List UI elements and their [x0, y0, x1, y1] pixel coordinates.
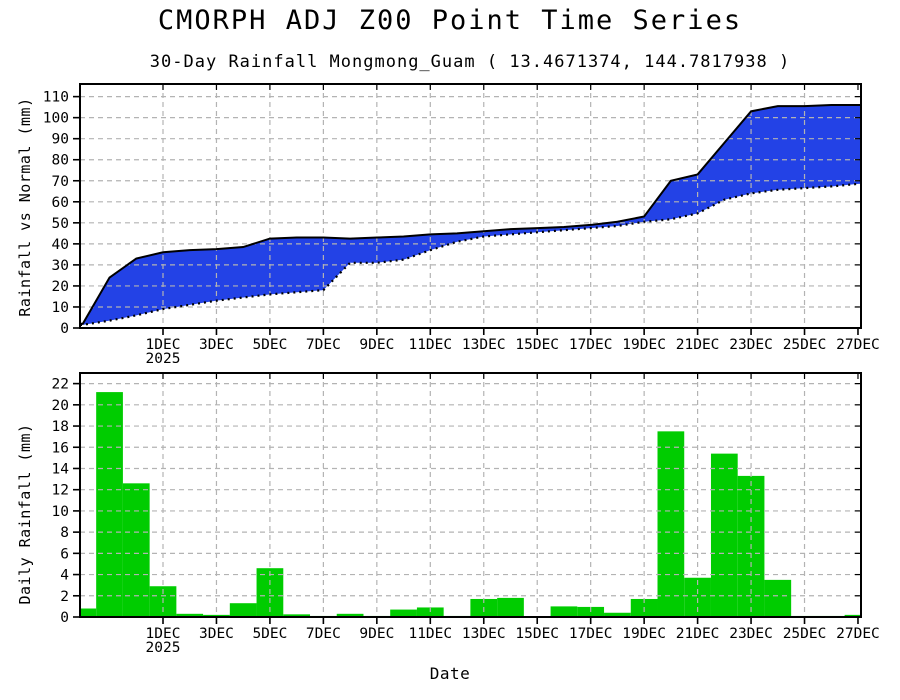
svg-text:11DEC: 11DEC	[408, 337, 452, 353]
svg-text:6: 6	[60, 546, 69, 562]
svg-text:9DEC: 9DEC	[359, 626, 394, 642]
svg-text:40: 40	[52, 237, 69, 253]
svg-text:27DEC: 27DEC	[836, 626, 880, 642]
svg-text:7DEC: 7DEC	[306, 337, 341, 353]
svg-text:1DEC: 1DEC	[146, 337, 181, 353]
svg-text:2025: 2025	[146, 640, 181, 656]
svg-text:21DEC: 21DEC	[676, 337, 720, 353]
top-panel-y-axis-title: Rainfall vs Normal (mm)	[16, 97, 34, 317]
svg-text:23DEC: 23DEC	[729, 337, 773, 353]
svg-text:30: 30	[52, 258, 69, 274]
normal-rainfall-dotted-line	[80, 182, 861, 326]
svg-text:15DEC: 15DEC	[515, 626, 559, 642]
x-axis-title-date: Date	[429, 664, 471, 683]
bottom-panel-y-axis-title: Daily Rainfall (mm)	[16, 423, 34, 605]
svg-text:14: 14	[52, 461, 70, 477]
svg-text:7DEC: 7DEC	[306, 626, 341, 642]
svg-text:0: 0	[60, 610, 69, 626]
svg-text:11DEC: 11DEC	[408, 626, 452, 642]
svg-text:3DEC: 3DEC	[199, 626, 234, 642]
svg-text:3DEC: 3DEC	[199, 337, 234, 353]
svg-text:5DEC: 5DEC	[252, 337, 287, 353]
svg-text:17DEC: 17DEC	[569, 337, 613, 353]
svg-text:25DEC: 25DEC	[783, 626, 827, 642]
bottom-panel-gridlines	[80, 373, 861, 617]
svg-text:2: 2	[60, 589, 69, 605]
svg-text:60: 60	[52, 195, 69, 211]
rainfall-vs-normal-band	[80, 105, 861, 325]
svg-text:18: 18	[52, 419, 69, 435]
top-panel-frame	[79, 83, 862, 329]
svg-text:21DEC: 21DEC	[676, 626, 720, 642]
svg-text:0: 0	[60, 321, 69, 337]
svg-text:10: 10	[52, 504, 69, 520]
svg-text:4: 4	[60, 568, 69, 584]
chart-subtitle: 30-Day Rainfall Mongmong_Guam ( 13.46713…	[149, 52, 791, 72]
svg-text:50: 50	[52, 216, 69, 232]
svg-text:10: 10	[52, 300, 69, 316]
svg-text:15DEC: 15DEC	[515, 337, 559, 353]
svg-text:16: 16	[52, 440, 69, 456]
svg-text:110: 110	[43, 90, 69, 106]
svg-text:9DEC: 9DEC	[359, 337, 394, 353]
observed-rainfall-line	[80, 104, 861, 325]
svg-text:25DEC: 25DEC	[783, 337, 827, 353]
svg-text:12: 12	[52, 483, 69, 499]
svg-text:5DEC: 5DEC	[252, 626, 287, 642]
bottom-panel-frame	[79, 372, 862, 618]
svg-text:70: 70	[52, 174, 69, 190]
svg-text:8: 8	[60, 525, 69, 541]
svg-text:20: 20	[52, 398, 69, 414]
svg-text:1DEC: 1DEC	[146, 626, 181, 642]
svg-text:20: 20	[52, 279, 69, 295]
svg-text:19DEC: 19DEC	[622, 337, 666, 353]
svg-text:22: 22	[52, 377, 69, 393]
svg-text:17DEC: 17DEC	[569, 626, 613, 642]
svg-text:100: 100	[43, 111, 69, 127]
top-panel-gridlines	[80, 84, 861, 328]
svg-text:80: 80	[52, 153, 69, 169]
svg-text:27DEC: 27DEC	[836, 337, 880, 353]
svg-text:90: 90	[52, 132, 69, 148]
svg-text:13DEC: 13DEC	[462, 337, 506, 353]
chart-title: CMORPH ADJ Z00 Point Time Series	[157, 5, 743, 36]
svg-text:19DEC: 19DEC	[622, 626, 666, 642]
svg-text:13DEC: 13DEC	[462, 626, 506, 642]
svg-text:2025: 2025	[146, 351, 181, 367]
svg-text:23DEC: 23DEC	[729, 626, 773, 642]
